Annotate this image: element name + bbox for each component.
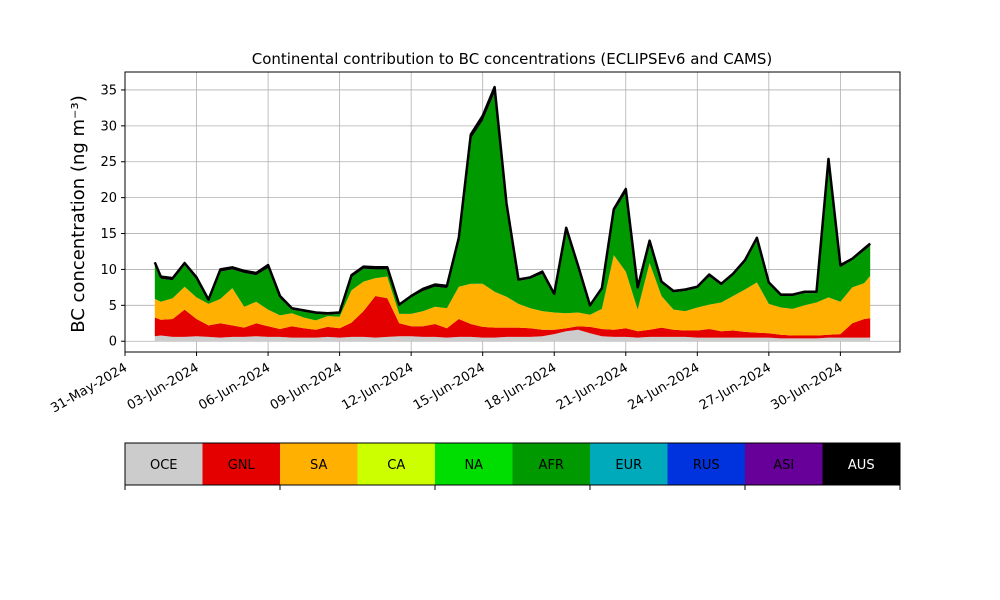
legend-swatch-afr bbox=[512, 443, 590, 485]
legend-label: AUS bbox=[848, 458, 875, 473]
x-tick-label: 24-Jun-2024 bbox=[625, 360, 702, 413]
x-tick-label: 15-Jun-2024 bbox=[411, 360, 488, 413]
y-tick-label: 25 bbox=[100, 155, 117, 170]
legend-label: CA bbox=[387, 458, 405, 473]
x-tick-label: 21-Jun-2024 bbox=[554, 360, 631, 413]
legend: OCE GNL SA CA NA AFR EUR RUS ASI AUS bbox=[124, 442, 901, 490]
y-tick-label: 20 bbox=[100, 191, 117, 206]
x-tick-label: 27-Jun-2024 bbox=[697, 360, 774, 413]
y-tick-label: 5 bbox=[109, 299, 117, 314]
x-tick-label: 18-Jun-2024 bbox=[482, 360, 559, 413]
legend-label: ASI bbox=[773, 458, 794, 473]
x-tick-label: 06-Jun-2024 bbox=[196, 360, 273, 413]
x-tick-label: 12-Jun-2024 bbox=[339, 360, 416, 413]
y-tick-label: 35 bbox=[100, 83, 117, 98]
area-sa bbox=[154, 255, 871, 336]
legend-swatch-eur bbox=[590, 443, 668, 485]
y-tick-label: 0 bbox=[109, 335, 117, 350]
legend-label: AFR bbox=[539, 458, 564, 473]
area-gnl bbox=[154, 296, 871, 339]
legend-label: NA bbox=[464, 458, 483, 473]
y-tick-label: 10 bbox=[100, 263, 117, 278]
x-tick-label: 31-May-2024 bbox=[48, 360, 130, 416]
legend-label: EUR bbox=[615, 458, 642, 473]
legend-label: SA bbox=[310, 458, 327, 473]
y-tick-label: 15 bbox=[100, 227, 117, 242]
legend-label: GNL bbox=[228, 458, 256, 473]
stacked-areas bbox=[154, 87, 871, 342]
y-axis-label: BC concentration (ng m⁻³) bbox=[68, 95, 89, 333]
x-tick-label: 30-Jun-2024 bbox=[769, 360, 846, 413]
legend-swatch-ca bbox=[357, 443, 435, 485]
legend-swatch-aus bbox=[822, 443, 900, 485]
area-afr bbox=[154, 92, 871, 321]
total-outline bbox=[153, 85, 872, 315]
legend-swatch-gnl bbox=[202, 443, 280, 485]
y-tick-label: 30 bbox=[100, 119, 117, 134]
legend-label: RUS bbox=[693, 458, 720, 473]
x-tick-label: 09-Jun-2024 bbox=[268, 360, 345, 413]
legend-swatch-sa bbox=[280, 443, 358, 485]
legend-swatch-asi bbox=[745, 443, 823, 485]
x-axis: 31-May-202403-Jun-202406-Jun-202409-Jun-… bbox=[48, 352, 845, 416]
chart-title: Continental contribution to BC concentra… bbox=[252, 50, 773, 68]
legend-label: OCE bbox=[150, 458, 178, 473]
legend-swatch-na bbox=[435, 443, 513, 485]
area-oce bbox=[154, 329, 871, 342]
legend-swatch-oce bbox=[125, 443, 203, 485]
y-axis: 0 5 10 15 20 25 30 35 bbox=[100, 83, 125, 350]
plot-frame bbox=[124, 71, 901, 353]
legend-frame bbox=[124, 442, 901, 486]
legend-swatch-rus bbox=[667, 443, 745, 485]
x-tick-label: 03-Jun-2024 bbox=[125, 360, 202, 413]
